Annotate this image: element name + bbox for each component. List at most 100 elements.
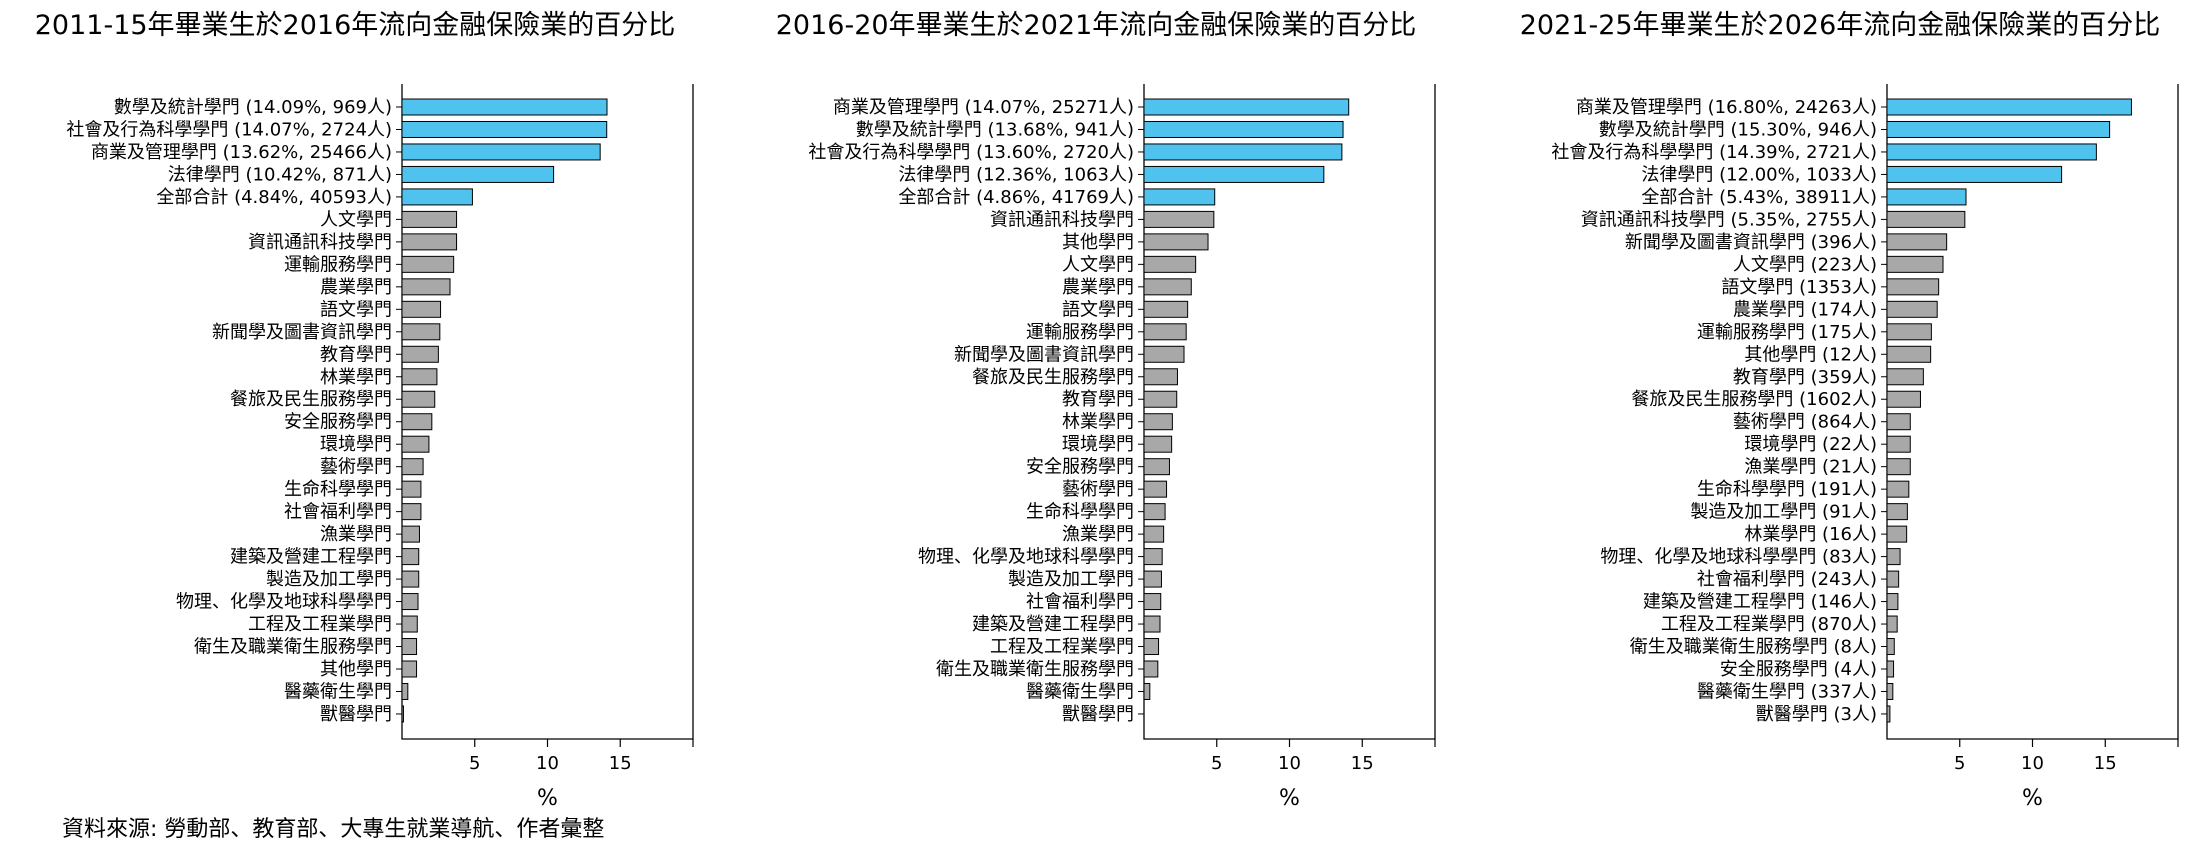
category-label: 安全服務學門 — [284, 412, 392, 433]
bar — [1143, 593, 1162, 611]
category-label: 物理、化學及地球科學學門 — [918, 547, 1134, 568]
bar — [1886, 413, 1911, 431]
category-label: 林業學門 (16人) — [1744, 524, 1877, 545]
category-label: 獸醫學門 (3人) — [1756, 704, 1877, 725]
category-label: 藝術學門 — [320, 457, 392, 478]
x-tick-label: 10 — [1278, 753, 1301, 774]
category-label: 社會福利學門 — [284, 502, 392, 523]
category-label: 農業學門 — [320, 277, 392, 298]
category-label: 建築及營建工程學門 — [972, 614, 1134, 635]
category-label: 數學及統計學門 (15.30%, 946人) — [1599, 119, 1877, 140]
bar — [1143, 570, 1162, 588]
bar — [401, 345, 439, 363]
bar — [401, 480, 422, 498]
x-axis-label: % — [1279, 786, 1300, 811]
bar — [401, 323, 441, 341]
bar — [1143, 300, 1189, 318]
x-tick-label: 5 — [1211, 753, 1222, 774]
x-tick-label: 15 — [609, 753, 632, 774]
bar — [1143, 210, 1215, 228]
category-label: 語文學門 — [320, 299, 392, 320]
bar — [1886, 458, 1911, 476]
category-label: 新聞學及圖書資訊學門 — [212, 322, 392, 343]
bar — [401, 120, 608, 138]
bar — [401, 458, 424, 476]
bar — [1143, 188, 1216, 206]
bar — [401, 188, 473, 206]
bar — [1143, 255, 1197, 273]
bar — [1143, 480, 1168, 498]
category-label: 漁業學門 — [320, 524, 392, 545]
bar — [1143, 458, 1170, 476]
bar — [1886, 660, 1895, 678]
bar — [1886, 255, 1944, 273]
bar — [1143, 390, 1178, 408]
bar — [401, 368, 438, 386]
bar — [1886, 323, 1932, 341]
bar — [1886, 210, 1966, 228]
bar — [1143, 682, 1151, 700]
category-label: 社會及行為科學學門 (13.60%, 2720人) — [808, 142, 1134, 163]
bar — [1143, 143, 1343, 161]
category-label: 社會及行為科學學門 (14.39%, 2721人) — [1551, 142, 1877, 163]
category-label: 教育學門 — [1062, 389, 1134, 410]
category-label: 法律學門 (12.36%, 1063人) — [898, 164, 1134, 185]
bar — [1143, 503, 1166, 521]
category-label: 全部合計 (4.84%, 40593人) — [156, 187, 392, 208]
category-label: 新聞學及圖書資訊學門 — [954, 344, 1134, 365]
x-axis-label: % — [537, 786, 558, 811]
x-tick-label: 5 — [469, 753, 480, 774]
bar — [1143, 120, 1344, 138]
category-label: 運輸服務學門 — [284, 254, 392, 275]
category-label: 法律學門 (12.00%, 1033人) — [1641, 164, 1877, 185]
bar — [1886, 705, 1891, 723]
category-label: 資訊通訊科技學門 — [248, 232, 392, 253]
category-label: 製造及加工學門 (91人) — [1690, 502, 1877, 523]
bar — [1886, 615, 1898, 633]
bar — [401, 548, 420, 566]
bar — [1143, 660, 1159, 678]
bar — [1143, 413, 1173, 431]
bar — [1886, 480, 1910, 498]
bar — [401, 525, 420, 543]
bar — [401, 210, 458, 228]
category-label: 衛生及職業衛生服務學門 (8人) — [1630, 637, 1877, 658]
x-axis-label: % — [2022, 786, 2043, 811]
category-label: 新聞學及圖書資訊學門 (396人) — [1625, 232, 1877, 253]
x-tick-label: 5 — [1954, 753, 1965, 774]
category-label: 社會及行為科學學門 (14.07%, 2724人) — [66, 119, 392, 140]
category-label: 運輸服務學門 (175人) — [1697, 322, 1877, 343]
category-label: 數學及統計學門 (13.68%, 941人) — [856, 119, 1134, 140]
category-label: 衛生及職業衛生服務學門 — [936, 659, 1134, 680]
bar — [401, 593, 419, 611]
category-label: 生命科學學門 (191人) — [1697, 479, 1877, 500]
category-label: 醫藥衛生學門 — [284, 681, 392, 702]
bar — [401, 435, 430, 453]
category-label: 漁業學門 (21人) — [1744, 457, 1877, 478]
category-label: 餐旅及民生服務學門 — [972, 367, 1134, 388]
category-label: 獸醫學門 — [1062, 704, 1134, 725]
category-label: 人文學門 (223人) — [1733, 254, 1877, 275]
category-label: 醫藥衛生學門 (337人) — [1697, 681, 1877, 702]
source-note: 資料來源: 勞動部、教育部、大專生就業導航、作者彙整 — [62, 817, 604, 842]
chart-panel-1: 2011-15年畢業生於2016年流向金融保險業的百分比 5 10 15% 數學及統計學… — [35, 10, 694, 811]
bar — [1886, 548, 1901, 566]
category-label: 藝術學門 (864人) — [1733, 412, 1877, 433]
x-tick-label: 15 — [2094, 753, 2117, 774]
category-label: 餐旅及民生服務學門 (1602人) — [1631, 389, 1877, 410]
category-label: 漁業學門 — [1062, 524, 1134, 545]
category-label: 建築及營建工程學門 (146人) — [1643, 592, 1877, 613]
bar — [401, 615, 418, 633]
chart-panel-3: 2021-25年畢業生於2026年流向金融保險業的百分比 5 10 15% 商業及管理學… — [1520, 10, 2179, 811]
category-label: 獸醫學門 — [320, 704, 392, 725]
bar — [401, 390, 436, 408]
category-label: 衛生及職業衛生服務學門 — [194, 637, 392, 658]
category-label: 建築及營建工程學門 — [230, 547, 392, 568]
category-label: 餐旅及民生服務學門 — [230, 389, 392, 410]
bar — [1143, 323, 1187, 341]
bar — [1143, 345, 1185, 363]
chart-panel-2: 2016-20年畢業生於2021年流向金融保險業的百分比 5 10 15% 商業及管理學… — [776, 10, 1436, 811]
bar — [1886, 570, 1900, 588]
bar — [401, 660, 418, 678]
category-label: 教育學門 (359人) — [1733, 367, 1877, 388]
